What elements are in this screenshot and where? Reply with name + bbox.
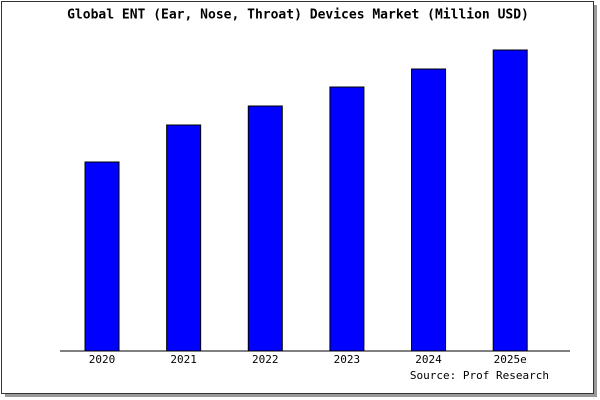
x-tick-label: 2022 — [252, 353, 279, 366]
chart-title: Global ENT (Ear, Nose, Throat) Devices M… — [67, 8, 529, 23]
bar — [411, 68, 447, 352]
bar — [247, 105, 283, 352]
bar — [166, 124, 202, 352]
x-tick-label: 2025e — [494, 353, 527, 366]
x-tick-label: 2020 — [89, 353, 116, 366]
x-tick-label: 2024 — [415, 353, 442, 366]
source-note: Source: Prof Research — [410, 369, 549, 382]
x-tick-label: 2023 — [334, 353, 361, 366]
x-tick-label: 2021 — [170, 353, 197, 366]
bar — [492, 49, 528, 352]
bar — [84, 161, 120, 352]
bar — [329, 86, 365, 352]
